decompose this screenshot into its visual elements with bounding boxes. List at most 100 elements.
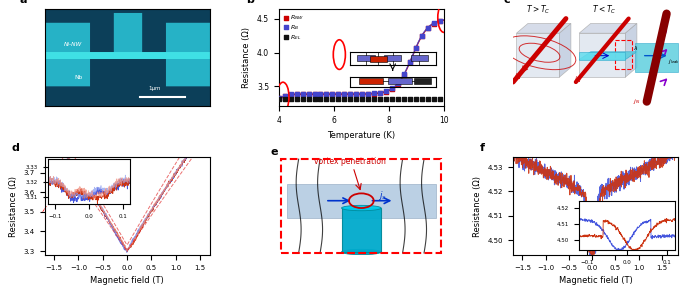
$R_{EL}$	[345, 96, 356, 101]
$R_{EL}$	[321, 96, 332, 101]
$R_{NW}$	[386, 87, 397, 91]
$R_B$	[327, 91, 338, 96]
$R_B$	[303, 91, 314, 96]
$R_B$	[285, 92, 296, 97]
$R_{EL}$	[416, 96, 427, 101]
$R_B$	[351, 91, 362, 96]
Polygon shape	[516, 23, 571, 33]
$R_{NW}$	[410, 46, 421, 51]
Bar	[287, 184, 436, 218]
$R_{EL}$	[362, 96, 373, 101]
Text: Nb: Nb	[74, 75, 82, 80]
$R_{NW}$	[345, 92, 356, 97]
$R_B$	[380, 89, 391, 93]
$R_{NW}$	[297, 92, 308, 97]
Text: d: d	[12, 143, 19, 153]
$R_{NW}$	[309, 92, 320, 97]
$R_{EL}$	[315, 96, 326, 101]
X-axis label: Temperature (K): Temperature (K)	[327, 131, 395, 140]
$R_B$	[273, 96, 284, 100]
$R_{NW}$	[434, 19, 445, 23]
Text: 1μm: 1μm	[149, 86, 161, 91]
$R_{EL}$	[303, 96, 314, 101]
Text: e: e	[271, 147, 278, 157]
$R_{NW}$	[416, 34, 427, 39]
Ellipse shape	[342, 249, 381, 255]
$R_{NW}$	[339, 92, 350, 97]
$R_{EL}$	[404, 96, 415, 101]
$R_{EL}$	[291, 96, 302, 101]
$R_B$	[315, 91, 326, 96]
$R_{NW}$	[357, 92, 368, 97]
$R_B$	[357, 91, 368, 96]
Ellipse shape	[342, 205, 381, 211]
Polygon shape	[579, 52, 637, 59]
$R_{EL}$	[351, 96, 362, 101]
Bar	[342, 208, 381, 252]
$R_{EL}$	[357, 96, 368, 101]
$R_{NW}$	[393, 81, 403, 86]
$R_{EL}$	[386, 96, 397, 101]
$R_{NW}$	[315, 92, 326, 97]
$R_{NW}$	[362, 92, 373, 96]
$R_B$	[333, 91, 344, 96]
$R_{NW}$	[333, 92, 344, 97]
$R_B$	[399, 72, 410, 77]
$R_{NW}$	[399, 73, 410, 77]
$R_{NW}$	[279, 94, 290, 99]
$R_{NW}$	[428, 21, 439, 26]
$R_B$	[416, 33, 427, 38]
Polygon shape	[579, 52, 625, 59]
$R_B$	[362, 91, 373, 96]
$R_{NW}$	[327, 92, 338, 97]
$R_{EL}$	[428, 96, 439, 101]
$R_B$	[297, 91, 308, 96]
$R_{EL}$	[399, 96, 410, 101]
$R_B$	[309, 91, 320, 96]
Text: f: f	[480, 143, 485, 153]
$R_{EL}$	[285, 96, 296, 101]
Y-axis label: Resistance (Ω): Resistance (Ω)	[473, 176, 482, 236]
$R_{EL}$	[297, 96, 308, 101]
$R_{EL}$	[339, 96, 350, 101]
Text: b: b	[246, 0, 253, 5]
$R_{EL}$	[422, 96, 433, 101]
FancyArrowPatch shape	[42, 207, 47, 212]
$R_B$	[339, 91, 350, 96]
$R_{NW}$	[422, 26, 433, 30]
$R_B$	[410, 45, 421, 50]
$R_B$	[375, 90, 386, 95]
Polygon shape	[579, 23, 637, 33]
Polygon shape	[560, 23, 571, 77]
Text: $j_s$: $j_s$	[378, 189, 386, 202]
$R_{NW}$	[291, 92, 302, 97]
$R_{EL}$	[393, 96, 403, 101]
$R_{NW}$	[404, 60, 415, 65]
$R_B$	[369, 91, 379, 96]
$R_B$	[279, 93, 290, 98]
X-axis label: Magnetic field (T): Magnetic field (T)	[559, 276, 632, 285]
$R_{NW}$	[351, 92, 362, 97]
$R_B$	[434, 18, 445, 23]
Text: $j_N$: $j_N$	[514, 72, 522, 82]
$R_{NW}$	[375, 91, 386, 96]
Legend: $R_{NW}$, $R_B$, $R_{EL}$: $R_{NW}$, $R_B$, $R_{EL}$	[282, 12, 306, 43]
$R_{EL}$	[273, 96, 284, 101]
Polygon shape	[516, 33, 560, 77]
$R_{EL}$	[434, 96, 445, 101]
$R_{EL}$	[279, 96, 290, 101]
$R_{EL}$	[375, 96, 386, 101]
$R_{EL}$	[327, 96, 338, 101]
$R_{NW}$	[273, 96, 284, 101]
$R_B$	[393, 81, 403, 86]
Text: $j_N$: $j_N$	[574, 75, 582, 85]
$R_B$	[422, 25, 433, 30]
Text: vortex penetration: vortex penetration	[314, 157, 386, 166]
$R_{NW}$	[321, 92, 332, 97]
$R_B$	[386, 86, 397, 91]
Text: a: a	[20, 0, 27, 5]
Text: c: c	[503, 0, 510, 5]
$R_{EL}$	[410, 96, 421, 101]
$R_B$	[345, 91, 356, 96]
$R_B$	[321, 91, 332, 96]
